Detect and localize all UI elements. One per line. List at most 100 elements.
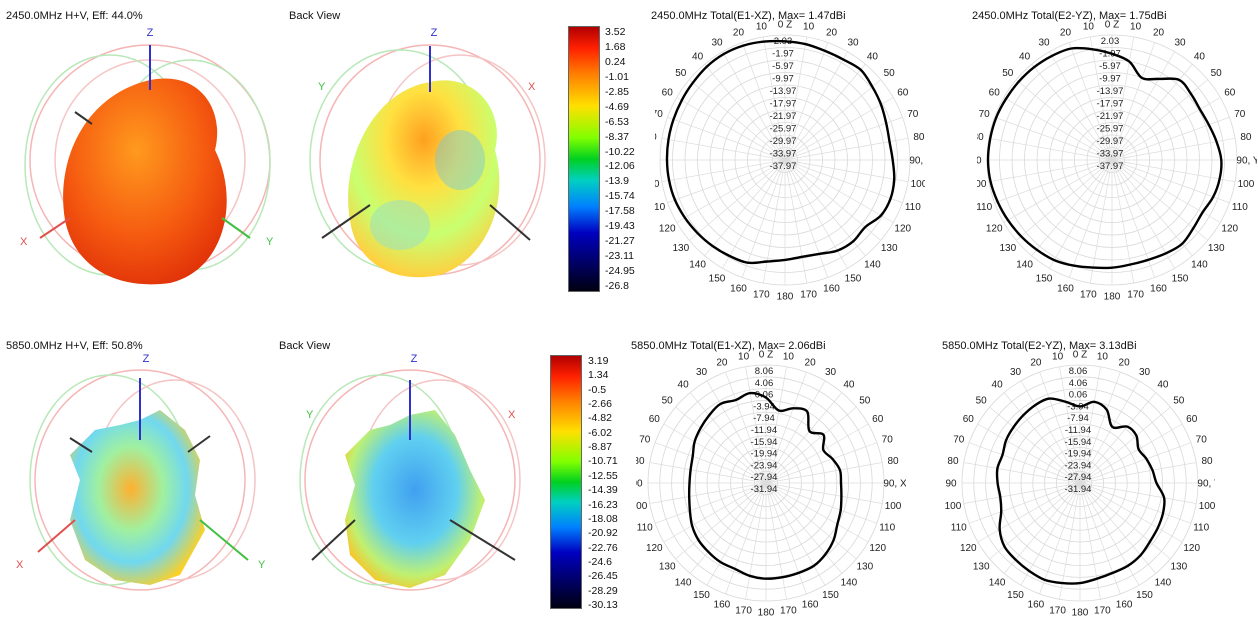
colorbar-tick: -2.85	[605, 85, 629, 98]
polar-title-5850-yz: 5850.0MHz Total(E2-YZ), Max= 3.13dBi	[942, 340, 1137, 352]
polar-angle-label: 160	[1116, 600, 1133, 611]
polar-angle-label: 10	[738, 351, 750, 362]
polar-spoke	[994, 159, 1113, 204]
polar-angle-label: 10	[783, 351, 795, 362]
polar-angle-label: 130	[999, 243, 1016, 254]
polar-angle-label: 150	[1007, 590, 1024, 601]
colorbar-tick: -28.29	[588, 584, 618, 597]
polar-angle-label: 170	[735, 606, 752, 617]
polar-angle-label: 100	[885, 501, 902, 512]
polar-spoke	[741, 159, 786, 278]
polar-angle-label: 50	[1173, 396, 1185, 407]
polar-angle-label: 150	[709, 273, 726, 284]
polar-angle-label: 80	[947, 456, 959, 467]
polar-radial-tick: -21.97	[1097, 111, 1124, 122]
polar-angle-label: 60	[989, 88, 1001, 99]
polar-spoke	[1079, 482, 1183, 543]
polar-spoke	[765, 423, 869, 484]
polar-spoke	[765, 371, 807, 484]
polar-angle-label: 180	[777, 292, 794, 301]
polar-angle-label: 90, Y	[1197, 479, 1215, 490]
polar-radial-tick: -37.97	[770, 161, 797, 172]
polar-radial-tick: -33.97	[770, 149, 797, 160]
polar-spoke	[1031, 64, 1113, 161]
polar-angle-label: 50	[884, 68, 896, 79]
polar-spoke	[1031, 159, 1113, 256]
polar-spoke	[765, 380, 826, 484]
polar-pattern-line	[665, 39, 896, 265]
colorbar-tick: 3.52	[605, 26, 626, 38]
polar-angle-label: 120	[960, 543, 977, 554]
polar-radial-tick: -19.94	[1065, 449, 1092, 460]
polar-spoke	[676, 159, 786, 223]
polar-angle-label: 60	[897, 88, 909, 99]
polar-angle-label: 80	[977, 132, 984, 143]
colorbar-tick: -16.23	[588, 498, 618, 511]
polar-spoke	[784, 159, 866, 256]
polar-angle-label: 120	[659, 224, 676, 235]
polar-spoke	[765, 462, 883, 484]
y-axis-label-2: Y	[258, 559, 266, 571]
polar-angle-label: 30	[1038, 38, 1050, 49]
polar-spoke	[1079, 442, 1192, 484]
polar-spoke	[784, 42, 829, 161]
polar-spoke	[988, 159, 1113, 183]
polar-angle-label: 90	[636, 479, 643, 490]
polar-spoke	[1049, 159, 1113, 269]
polar-spoke	[1111, 36, 1135, 161]
colorbar-5850	[550, 355, 582, 609]
polar-spoke	[1111, 159, 1175, 269]
polar-spoke	[1079, 482, 1140, 586]
colorbar-tick: -22.76	[588, 541, 618, 554]
back-view-title-5850: Back View	[279, 340, 331, 352]
polar-spoke	[765, 482, 807, 595]
polar-angle-label: 60	[872, 414, 884, 425]
polar-angle-label: 60	[1186, 414, 1198, 425]
polar-angle-label: 100	[911, 179, 925, 190]
polar-angle-label: 140	[689, 260, 706, 271]
polar-radial-tick: -13.97	[1097, 86, 1124, 97]
polar-spoke	[1111, 137, 1236, 161]
polar-angle-label: 20	[826, 28, 838, 39]
colorbar-tick: -20.92	[588, 527, 618, 540]
polar-angle-label: 110	[1193, 523, 1209, 534]
colorbar-tick: -18.08	[588, 512, 618, 525]
x-axis-label-2: X	[16, 559, 24, 571]
polar-spoke	[765, 406, 857, 484]
colorbar-tick: -17.58	[605, 205, 635, 218]
colorbar-tick: -15.74	[605, 190, 635, 203]
polar-angle-label: 70	[979, 109, 991, 120]
polar-spoke	[765, 482, 869, 543]
polar-radial-tick: 4.06	[1069, 378, 1088, 389]
polar-radial-tick: -29.97	[770, 136, 797, 147]
view-2450-back: Z Y X	[309, 27, 546, 278]
polar-angle-label: 120	[1221, 224, 1238, 235]
polar-spoke	[725, 482, 767, 595]
polar-angle-label: 130	[1208, 243, 1225, 254]
y-axis-label: Y	[266, 236, 274, 248]
polar-angle-label: 10	[756, 22, 768, 33]
polar-spoke	[1111, 159, 1236, 183]
polar-radial-tick: -11.94	[1065, 425, 1091, 436]
polar-angle-label: 40	[692, 51, 704, 62]
colorbar-tick: -10.71	[588, 455, 618, 468]
polar-spoke	[704, 64, 786, 161]
polar-angle-label: 20	[1153, 28, 1165, 39]
polar-angle-label: 120	[894, 224, 911, 235]
polar-spoke	[1016, 79, 1113, 161]
colorbar-tick: -26.8	[605, 280, 629, 292]
polar-angle-label: 30	[1010, 367, 1022, 378]
polar-angle-label: 40	[867, 51, 879, 62]
polar-angle-label: 170	[1080, 289, 1097, 300]
polar-radial-tick: -21.97	[770, 111, 797, 122]
colorbar-ticks-5850: 3.19 1.34 -0.5 -2.66 -4.82 -6.02 -8.87 -10.71 -1…	[588, 355, 628, 611]
polar-angle-label: 80	[913, 132, 925, 143]
polar-angle-label: 100	[977, 179, 987, 190]
polar-pattern-line	[687, 391, 843, 580]
polar-radial-tick: -7.94	[753, 413, 775, 424]
polar-spoke	[649, 482, 767, 504]
polar-title-2450-xz: 2450.0MHz Total(E1-XZ), Max= 1.47dBi	[651, 10, 846, 22]
polar-spoke	[1020, 482, 1081, 586]
view-title-2450: 2450.0MHz H+V, Eff: 44.0%	[6, 10, 143, 22]
